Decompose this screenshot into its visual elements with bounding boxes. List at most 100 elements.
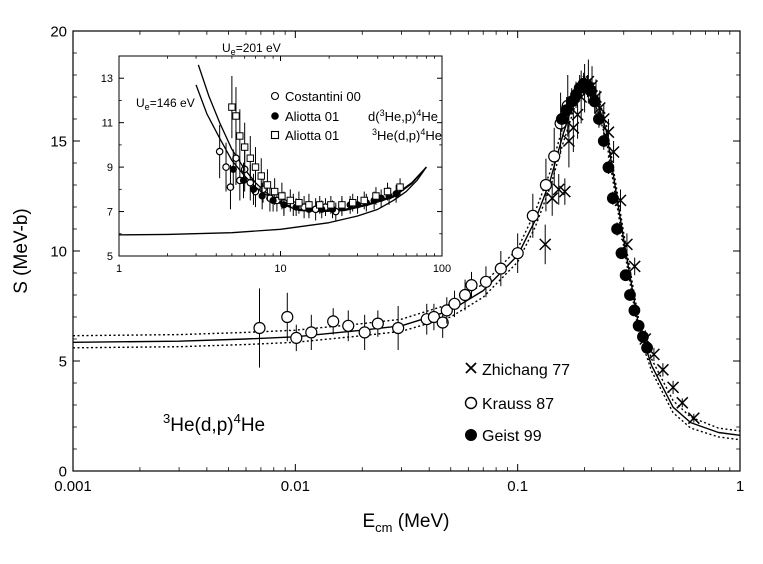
- main-geist-99-point: [555, 113, 568, 125]
- main-krauss-87-point: [358, 326, 371, 339]
- inset-curve-bare: [119, 166, 427, 236]
- main-y-tick-label: 15: [50, 133, 67, 150]
- main-legend: Zhichang 77 Krauss 87 Geist 99: [464, 362, 570, 445]
- main-krauss-87-point: [290, 331, 303, 344]
- inset-background: [119, 56, 442, 256]
- main-geist-99-point: [597, 135, 610, 147]
- inset-aliotta-01-3he-d-p-4he-point: [278, 192, 286, 200]
- main-krauss-87-point: [479, 275, 493, 288]
- main-krauss-87-point: [327, 315, 340, 328]
- main-krauss-87-point: [371, 317, 384, 330]
- main-geist-99-point: [637, 330, 649, 343]
- main-geist-99-point: [593, 113, 605, 125]
- inset-aliotta-01-3he-d-p-4he-point: [251, 163, 260, 171]
- inset-annotation-ue146: Ue=146 eV: [136, 96, 195, 112]
- inset-aliotta-01-3he-d-p-4he-point: [396, 183, 404, 191]
- inset-aliotta-01-3he-d-p-4he-point: [338, 201, 346, 209]
- inset-aliotta-01-3he-d-p-4he-point: [305, 201, 313, 209]
- legend-zhichang-label: Zhichang 77: [482, 362, 570, 379]
- inset-aliotta-01-3he-d-p-4he-point: [232, 112, 240, 120]
- main-x-axis-label: Ecm (MeV): [362, 511, 449, 535]
- inset-axis-ticks: 1 10 100 5 7 9 11 13: [101, 55, 451, 275]
- main-y-tick-label: 5: [59, 353, 67, 370]
- inset-x-tick-label: 100: [433, 263, 451, 275]
- main-zhichang-77-point: [558, 185, 571, 198]
- main-krauss-87-point: [548, 150, 561, 163]
- legend-krauss-label: Krauss 87: [482, 396, 554, 413]
- main-zhichang-77-point: [687, 412, 700, 425]
- main-geist-99-point: [641, 341, 653, 354]
- main-geist-99-point: [611, 223, 623, 235]
- inset-aliotta-01-d-3he-p-4he-point: [258, 192, 266, 200]
- inset-legend-aliotta-3hed-reaction: 3He(d,p)4He: [372, 127, 442, 143]
- main-geist-99-point: [632, 319, 645, 332]
- main-krauss-87-point: [465, 279, 478, 292]
- legend-krauss-marker: [464, 396, 478, 410]
- main-y-tick-label: 0: [59, 463, 67, 480]
- main-krauss-87-point: [342, 319, 355, 332]
- main-zhichang-77-point: [546, 192, 559, 205]
- main-krauss-87-point: [436, 316, 449, 329]
- main-geist-99-point: [588, 95, 601, 108]
- inset-legend-aliotta-d3he-label: Aliotta 01: [285, 109, 339, 124]
- main-zhichang-77-point: [607, 145, 620, 159]
- inset-annotation-ue201: Ue=201 eV: [222, 41, 281, 57]
- main-krauss-87-point: [511, 247, 524, 260]
- inset-y-tick-label: 13: [101, 73, 113, 85]
- main-krauss-87-point: [458, 288, 472, 302]
- inset-costantini-00-point: [232, 154, 240, 163]
- inset-x-tick-label: 1: [116, 263, 122, 275]
- main-krauss-87-point: [539, 178, 553, 192]
- inset-y-tick-label: 7: [107, 206, 113, 218]
- inset-aliotta-01-d-3he-p-4he-point: [229, 165, 237, 173]
- main-zhichang-77-point: [567, 121, 580, 134]
- main-geist-99-point: [619, 269, 632, 282]
- main-zhichang-77-point: [667, 381, 680, 394]
- inset-aliotta-01-3he-d-p-4he-point: [228, 103, 236, 111]
- main-y-tick-label: 10: [50, 243, 67, 260]
- main-krauss-87-point: [253, 321, 266, 335]
- main-krauss-87-point: [427, 310, 441, 324]
- inset-y-tick-label: 5: [107, 251, 113, 263]
- main-zhichang-77-point: [676, 396, 689, 409]
- inset-legend-costantini-marker: [270, 91, 280, 101]
- inset-data-points: [215, 76, 404, 221]
- main-geist-99-point: [560, 104, 573, 117]
- main-y-axis-label: S (MeV-b): [11, 208, 32, 294]
- inset-aliotta-01-3he-d-p-4he-point: [360, 196, 368, 205]
- inset-legend-aliotta-d3he-marker: [271, 112, 279, 120]
- inset-legend-aliotta-3hed-marker: [270, 130, 280, 140]
- inset-aliotta-01-d-3he-p-4he-point: [392, 190, 400, 198]
- main-x-tick-label: 0.01: [281, 478, 310, 495]
- inset-aliotta-01-3he-d-p-4he-point: [316, 201, 324, 209]
- inset-plot: 1 10 100 5 7 9 11 13 Ue=201 eV Ue=146 eV Costan…: [101, 41, 451, 275]
- inset-costantini-00-point: [215, 147, 224, 156]
- main-krauss-87-point: [281, 310, 294, 324]
- main-geist-99-point: [628, 304, 641, 317]
- main-zhichang-77-point: [656, 363, 669, 376]
- inset-aliotta-01-3he-d-p-4he-point: [372, 192, 380, 200]
- main-zhichang-77-point: [628, 260, 641, 273]
- main-krauss-87-point: [526, 209, 539, 222]
- main-y-tick-label: 20: [50, 23, 67, 40]
- main-data-points: [253, 59, 700, 425]
- legend-geist-label: Geist 99: [482, 428, 542, 445]
- main-krauss-87-point: [392, 321, 405, 335]
- main-zhichang-77-point: [539, 238, 552, 251]
- main-geist-99-point: [606, 192, 619, 205]
- inset-aliotta-01-3he-d-p-4he-point: [263, 181, 272, 189]
- inset-costantini-00-point: [222, 163, 230, 171]
- main-curve-lower-error: [73, 91, 740, 441]
- inset-aliotta-01-3he-d-p-4he-point: [246, 154, 254, 162]
- inset-aliotta-01-d-3he-p-4he-point: [269, 196, 277, 205]
- inset-aliotta-01-3he-d-p-4he-point: [257, 172, 265, 180]
- legend-geist-marker: [465, 429, 477, 441]
- inset-legend: Costantini 00 Aliotta 01 d(3He,p)4He Ali…: [270, 89, 442, 143]
- inset-legend-costantini-label: Costantini 00: [285, 89, 361, 104]
- main-geist-99-point: [615, 247, 628, 260]
- inset-x-tick-label: 10: [274, 263, 286, 275]
- main-zhichang-77-point: [562, 134, 575, 148]
